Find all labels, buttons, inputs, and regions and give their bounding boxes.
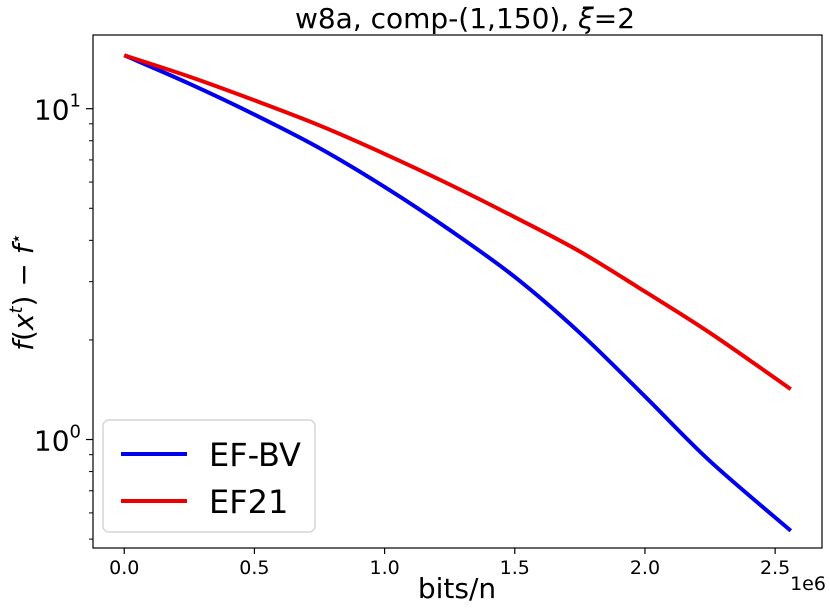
- x-tick-label: 2.5: [760, 557, 790, 579]
- x-axis-label: bits/n: [418, 572, 496, 605]
- legend-label: EF-BV: [209, 436, 301, 474]
- series-lines: [123, 53, 793, 533]
- x-tick-label: 1.0: [369, 557, 399, 579]
- y-label-minus: −: [7, 254, 40, 295]
- x-tick-label: 2.0: [630, 557, 660, 579]
- legend-label: EF21: [209, 483, 288, 521]
- series-line-ef-bv: [123, 53, 793, 533]
- y-label-t: t: [6, 306, 27, 314]
- plot-frame: [92, 34, 823, 549]
- legend: EF-BV EF21: [102, 419, 316, 533]
- y-label-star: ⋆: [6, 233, 27, 244]
- chart-title: w8a, comp-(1,150), ξ=2: [295, 2, 635, 35]
- x-tick-label: 0.5: [239, 557, 269, 579]
- legend-box: [102, 419, 316, 533]
- y-tick-exponent: 1: [70, 91, 81, 112]
- y-axis-label: f(xt) − f⋆: [6, 233, 40, 351]
- chart-title-symbol: ξ: [577, 2, 594, 35]
- y-label-x: x: [7, 313, 40, 331]
- series-line-ef21: [123, 53, 792, 391]
- y-tick-exponent: 0: [70, 422, 81, 443]
- chart-title-main: w8a, comp-(1,150),: [295, 2, 578, 35]
- x-tick-label: 1.5: [500, 557, 530, 579]
- chart-title-rest: =2: [594, 2, 635, 35]
- y-tick-label: 100: [34, 422, 81, 458]
- x-tick-label: 0.0: [109, 557, 139, 579]
- x-axis: 0.0 0.5 1.0 1.5 2.0 2.5: [109, 548, 790, 579]
- y-tick-label: 101: [34, 91, 81, 127]
- x-axis-offset-label: 1e6: [790, 573, 826, 595]
- y-tick-base: 10: [34, 94, 70, 127]
- plot-area: [92, 34, 823, 549]
- y-tick-base: 10: [34, 425, 70, 458]
